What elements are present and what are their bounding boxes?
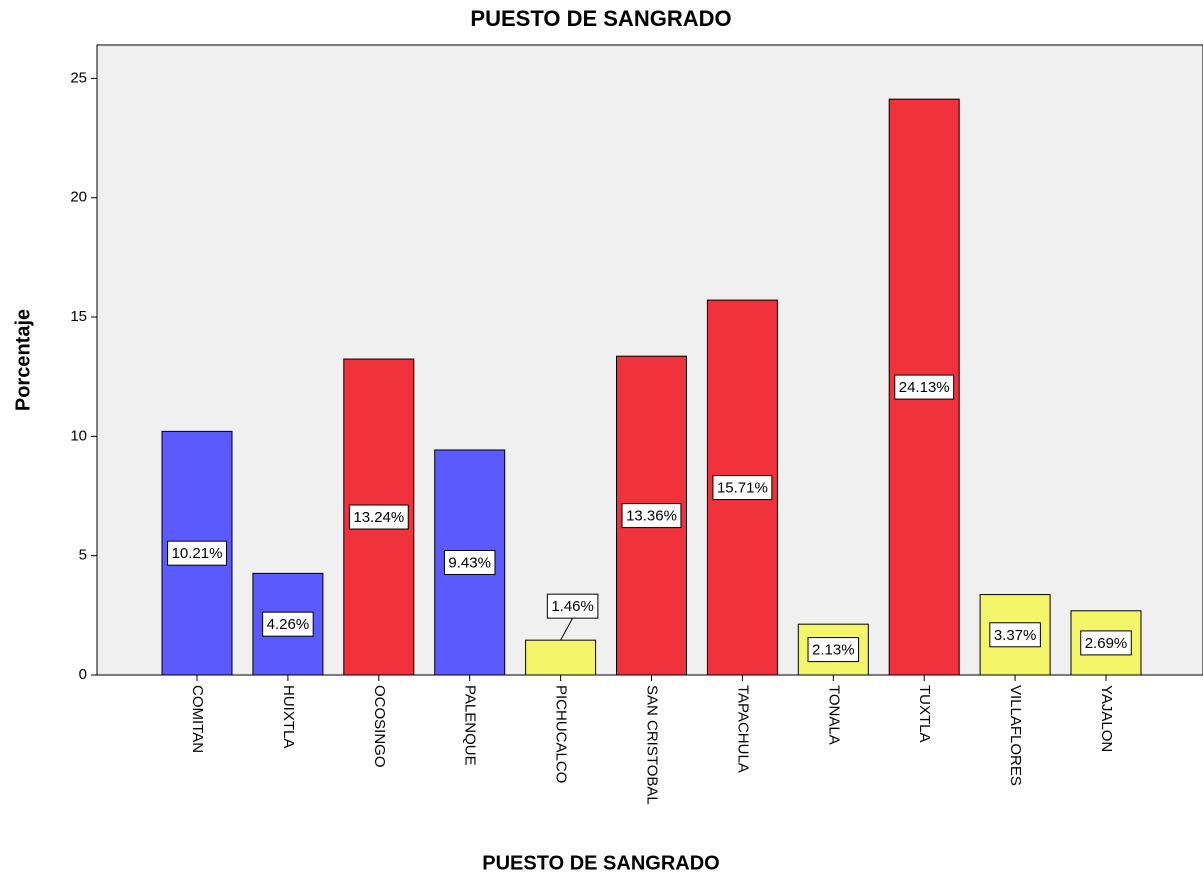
y-tick-label: 25: [70, 69, 87, 86]
value-label: 1.46%: [551, 598, 594, 615]
x-tick-label: OCOSINGO: [371, 685, 388, 768]
value-label: 15.71%: [717, 480, 768, 497]
x-tick-label: PICHUCALCO: [553, 685, 570, 783]
y-tick-label: 5: [79, 547, 87, 564]
value-label: 10.21%: [172, 545, 223, 562]
value-label-box: [989, 622, 1041, 648]
x-tick-label: VILLAFLORES: [1007, 685, 1024, 786]
y-tick-label: 0: [79, 666, 87, 683]
label-leader: [560, 617, 574, 641]
x-tick-label: COMITAN: [189, 685, 206, 753]
value-label-box: [348, 504, 409, 530]
value-label: 24.13%: [899, 379, 950, 396]
value-label-box: [1080, 630, 1132, 656]
value-label: 2.69%: [1085, 635, 1128, 652]
chart-title: PUESTO DE SANGRADO: [470, 6, 731, 31]
y-axis-title: Porcentaje: [12, 309, 34, 411]
x-tick-label: PALENQUE: [462, 685, 479, 766]
y-tick-label: 20: [70, 189, 87, 206]
bar: [525, 639, 597, 676]
value-label: 2.13%: [812, 642, 855, 659]
value-label-box: [443, 549, 496, 575]
x-tick-label: YAJALON: [1098, 685, 1115, 752]
x-tick-label: TONALA: [825, 685, 842, 745]
value-label-box: [712, 475, 773, 501]
x-tick-label: HUIXTLA: [280, 685, 297, 748]
value-label-box: [894, 374, 955, 400]
value-label-box: [546, 593, 599, 619]
value-label: 4.26%: [267, 616, 310, 633]
value-label-box: [807, 637, 860, 663]
value-label: 3.37%: [994, 627, 1037, 644]
y-tick-label: 15: [70, 308, 87, 325]
value-label-box: [167, 540, 227, 566]
value-label: 13.24%: [353, 509, 404, 526]
value-label-box: [262, 611, 314, 637]
value-label: 9.43%: [448, 554, 491, 571]
x-tick-label: SAN CRISTOBAL: [644, 685, 661, 805]
x-tick-label: TUXTLA: [916, 685, 933, 743]
value-label: 13.36%: [626, 508, 677, 525]
value-label-box: [621, 503, 682, 529]
x-tick-label: TAPACHULA: [734, 685, 751, 773]
x-axis-title: PUESTO DE SANGRADO: [482, 852, 719, 874]
y-tick-label: 10: [70, 427, 87, 444]
